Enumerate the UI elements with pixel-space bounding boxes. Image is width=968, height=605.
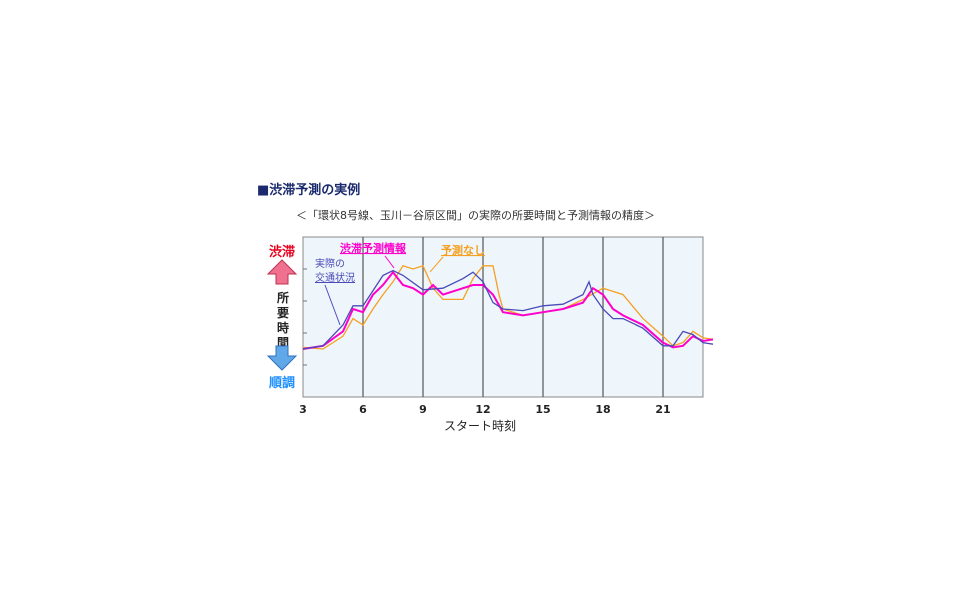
annotation-pointer <box>429 256 444 273</box>
down-arrow-icon <box>266 345 298 371</box>
series-line <box>302 270 714 350</box>
x-axis-label: スタート時刻 <box>444 419 516 433</box>
y-axis-label-char: 時 <box>277 320 289 335</box>
y-bottom-label: 順調 <box>269 375 295 391</box>
series-line <box>302 269 714 350</box>
annotation-pointer <box>384 255 395 269</box>
plot-area <box>302 236 704 398</box>
series-label: 渋滞予測情報 <box>340 241 407 255</box>
x-tick-label: 21 <box>655 403 670 416</box>
series-label: 実際の <box>315 257 345 270</box>
series-label: 交通状況 <box>315 271 355 284</box>
series-label: 予測なし <box>441 243 485 257</box>
chart-title: ＜「環状8号線、玉川－谷原区間」の実際の所要時間と予測情報の精度＞ <box>296 209 655 222</box>
up-arrow-icon <box>266 259 298 285</box>
annotation-pointer <box>324 284 341 326</box>
x-tick-label: 6 <box>359 403 367 416</box>
y-top-label: 渋滞 <box>269 244 295 260</box>
x-tick-label: 9 <box>419 403 427 416</box>
x-tick-label: 12 <box>475 403 490 416</box>
y-axis-label-char: 所 <box>277 290 289 305</box>
x-tick-label: 15 <box>535 403 550 416</box>
series-line <box>302 265 714 350</box>
y-axis-label-char: 要 <box>277 305 289 320</box>
x-tick-label: 18 <box>595 403 610 416</box>
section-title: ■渋滞予測の実例 <box>257 183 361 198</box>
x-tick-label: 3 <box>299 403 307 416</box>
